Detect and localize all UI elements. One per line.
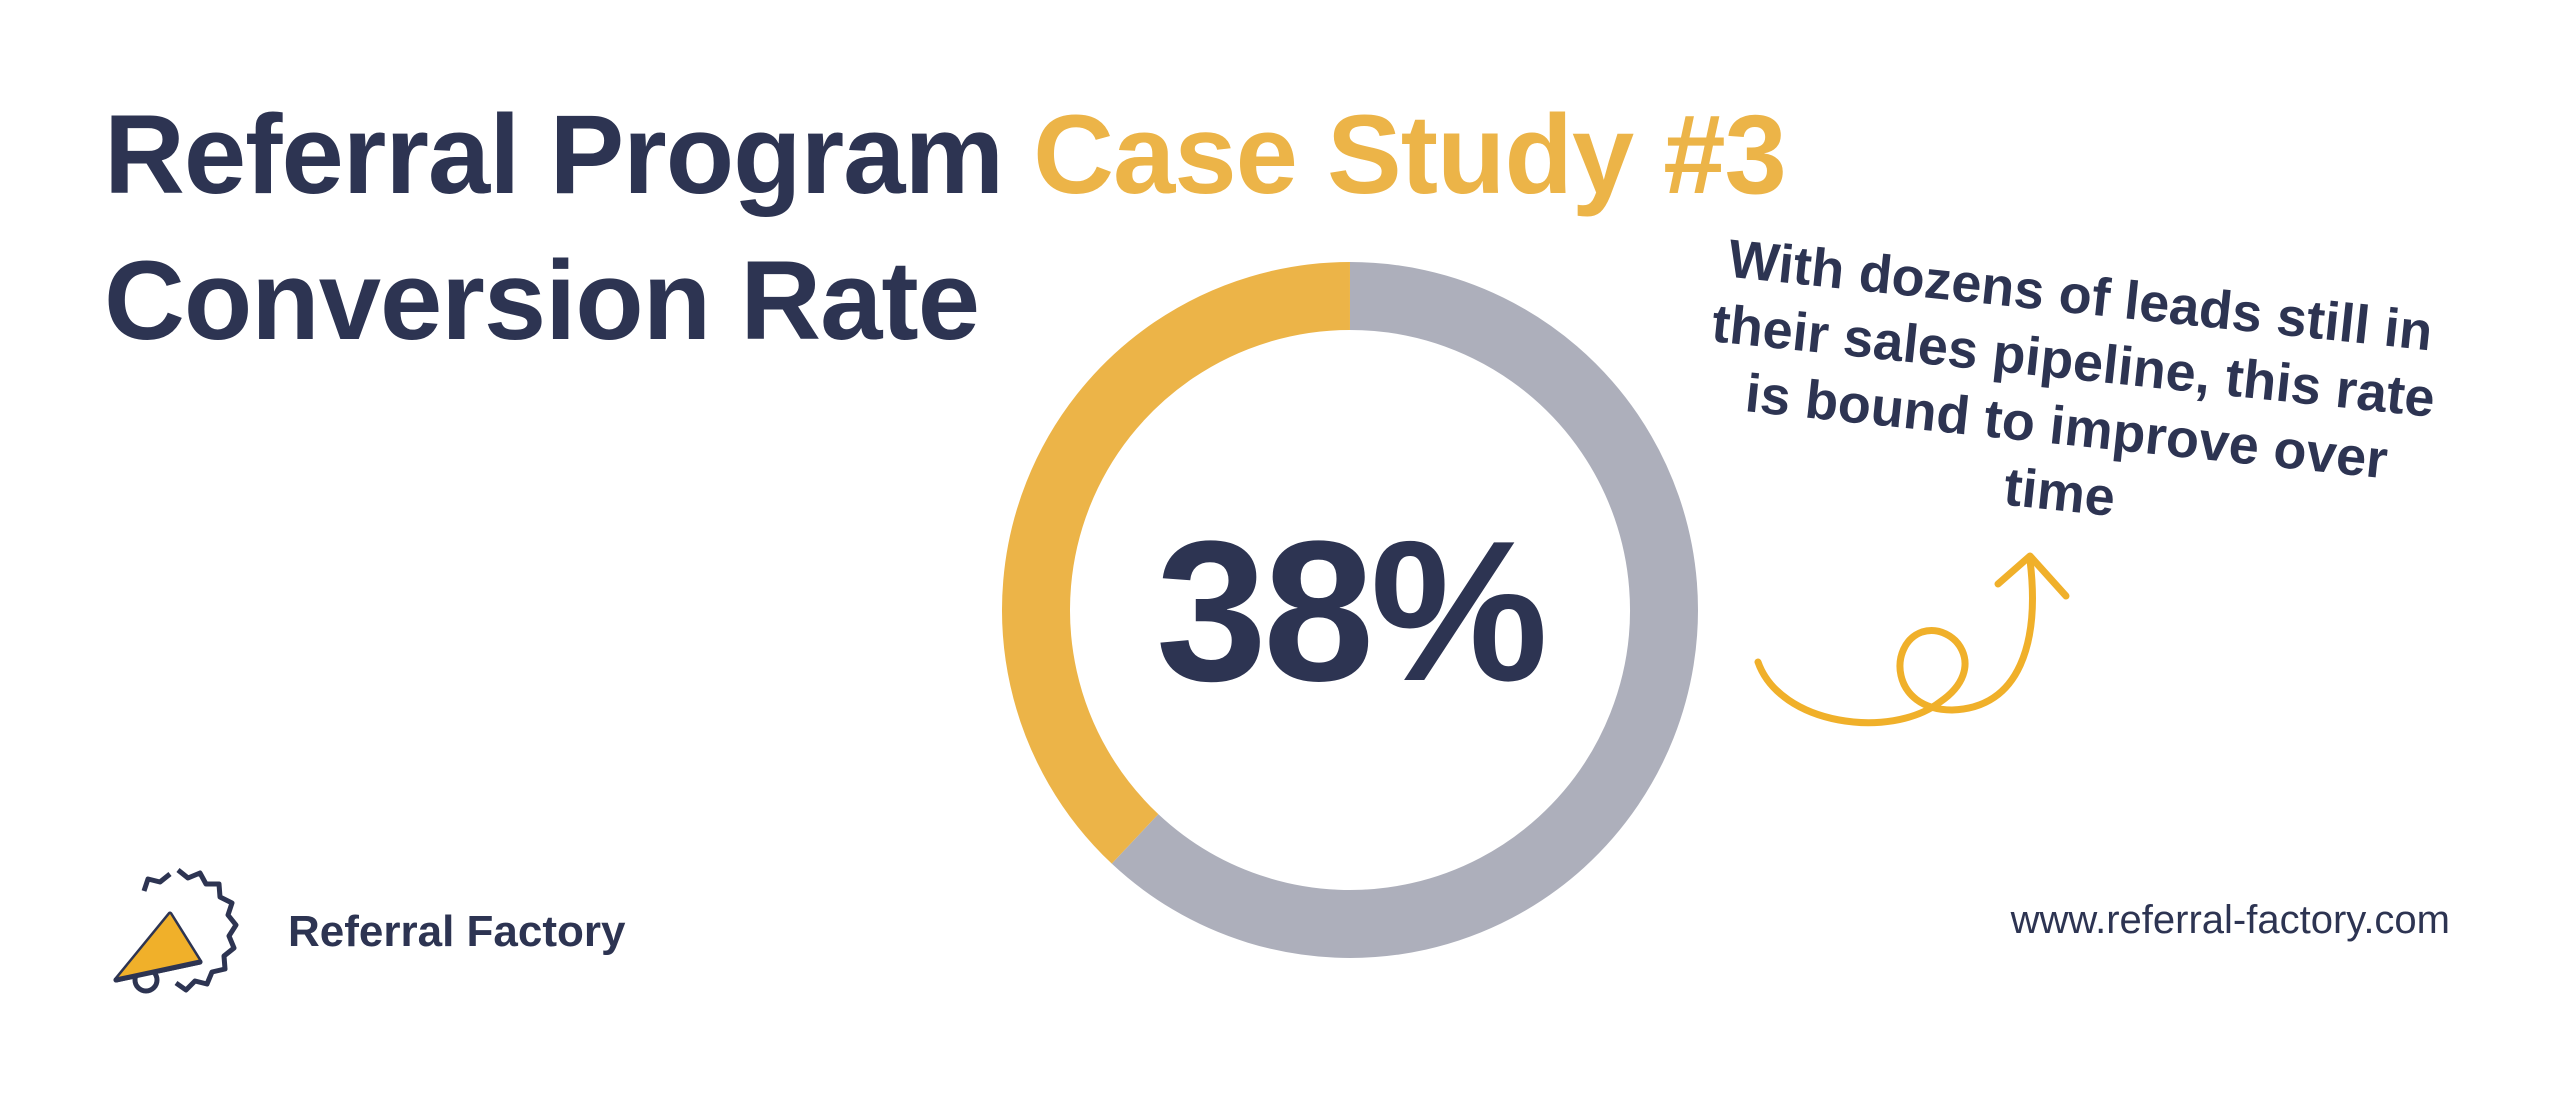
title-line-1: Referral Program Case Study #3 — [104, 82, 1787, 228]
title-main-text: Referral Program — [104, 92, 1034, 217]
website-url: www.referral-factory.com — [2010, 898, 2450, 942]
annotation-text: With dozens of leads still in their sale… — [1678, 223, 2461, 565]
donut-chart: 38% — [1002, 262, 1698, 958]
donut-segment-not-converted — [1111, 262, 1698, 958]
megaphone-badge-icon — [113, 868, 239, 994]
brand-name: Referral Factory — [288, 907, 626, 956]
page-title: Referral Program Case Study #3 Conversio… — [104, 82, 1787, 374]
brand: Referral Factory — [108, 862, 625, 1002]
title-accent-text: Case Study #3 — [1033, 92, 1787, 217]
donut-center-label: 38% — [1156, 500, 1544, 723]
curly-arrow-icon — [1754, 552, 2070, 727]
title-line-2: Conversion Rate — [104, 238, 980, 363]
donut-segment-converted — [1002, 262, 1351, 864]
